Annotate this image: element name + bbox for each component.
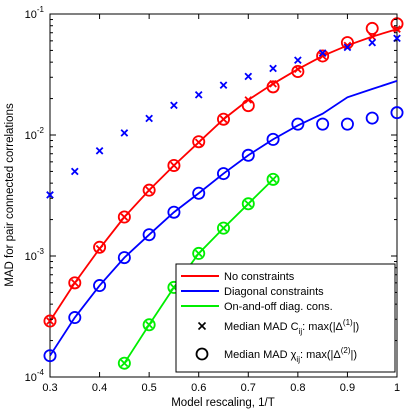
series-1-circle-marker: [216, 167, 230, 181]
series-2-x-marker: [194, 249, 203, 258]
series-1-x-marker: [294, 56, 302, 65]
series-1-circle-marker: [266, 132, 280, 146]
series-0-x-marker: [393, 25, 401, 33]
series-0-x-marker: [95, 244, 104, 253]
series-2-x-marker: [145, 320, 153, 329]
series-2-x-marker: [269, 175, 277, 184]
legend-box: [175, 263, 396, 373]
y-tick-label: 10-1: [25, 5, 45, 21]
x-tick-label: 0.5: [141, 382, 156, 394]
series-1-x-marker: [194, 90, 203, 99]
series-2-circle-marker: [241, 197, 255, 211]
series-0-x-marker: [219, 115, 228, 124]
series-1-x-marker: [120, 129, 129, 137]
series-1-x-marker: [70, 167, 79, 176]
series-1-circle-marker: [167, 205, 181, 219]
series-1-circle-marker: [142, 228, 156, 242]
series-1-circle-marker: [291, 117, 305, 131]
x-tick-label: 1: [394, 382, 400, 394]
series-1-x-marker: [145, 114, 153, 123]
series-2-circle-marker: [216, 221, 230, 235]
series-0-circle-marker: [93, 240, 107, 254]
x-tick-label: 0.4: [92, 382, 107, 394]
series-line-1: [49, 80, 398, 357]
series-0-circle-marker: [216, 112, 230, 126]
series-0-circle-marker: [167, 158, 181, 172]
series-0-x-marker: [318, 52, 327, 60]
x-axis-title: Model rescaling, 1/T: [171, 397, 275, 409]
series-0-circle-marker: [365, 21, 379, 35]
series-1-circle-marker: [340, 117, 354, 131]
y-axis-title: MAD for pair connected correlations: [4, 103, 16, 287]
series-2-circle-marker: [142, 318, 156, 332]
x-tick-label: 0.6: [191, 382, 206, 394]
series-0-x-marker: [145, 186, 153, 195]
y-tick-label: 10-4: [25, 368, 45, 384]
series-0-circle-marker: [68, 276, 82, 290]
series-0-x-marker: [170, 161, 178, 170]
series-0-x-marker: [368, 32, 377, 41]
legend-label-2: On-and-off diag. cons.: [224, 301, 333, 313]
series-1-circle-marker: [117, 251, 131, 265]
series-0-x-marker: [294, 65, 302, 74]
series-1-circle-marker: [316, 117, 330, 131]
series-1-x-marker: [170, 101, 178, 110]
series-1-x-marker: [219, 81, 228, 90]
series-1-circle-marker: [93, 279, 107, 293]
series-0-circle-marker: [142, 183, 156, 197]
series-0-circle-marker: [291, 64, 305, 78]
series-0-circle-marker: [117, 210, 131, 224]
series-1-x-marker: [343, 43, 352, 52]
series-2-circle-marker: [192, 246, 206, 260]
series-2-circle-marker: [117, 356, 131, 370]
legend-marker-label-1: Median MAD χij: max(|Δ(2)|): [224, 346, 357, 364]
series-0-x-marker: [343, 41, 352, 50]
series-1-circle-marker: [390, 106, 404, 120]
legend: No constraints Diagonal constraints On-and…: [175, 263, 396, 373]
series-0-circle-marker: [192, 135, 206, 149]
series-1-circle-marker: [365, 111, 379, 125]
series-1-circle-marker: [241, 148, 255, 162]
series-1-circle-marker: [192, 186, 206, 200]
series-1-x-marker: [244, 72, 253, 81]
y-tick-label: 10-2: [25, 126, 45, 142]
series-1-x-marker: [95, 146, 104, 155]
series-1-x-marker: [269, 64, 277, 73]
series-0-x-marker: [70, 279, 79, 287]
legend-label-1: Diagonal constraints: [224, 286, 324, 298]
y-tick-label: 10-3: [25, 247, 45, 263]
series-1-x-marker: [46, 191, 54, 199]
series-2-x-marker: [219, 224, 228, 232]
series-1-circle-marker: [43, 349, 57, 363]
series-0-x-marker: [194, 138, 203, 147]
series-0-circle-marker: [266, 80, 280, 94]
legend-marker-label-0: Median MAD Cij: max(|Δ(1)|): [224, 318, 359, 336]
series-1-x-marker: [318, 49, 327, 57]
series-layer: [43, 17, 404, 370]
series-0-x-marker: [120, 213, 129, 221]
x-tick-label: 0.7: [241, 382, 256, 394]
series-2-x-marker: [244, 199, 253, 208]
series-2-circle-marker: [266, 172, 280, 186]
legend-x-marker-icon: [197, 321, 207, 331]
axes-layer: 0.3 0.4 0.5 0.6 0.7 0.8 0.9 1 10-4 10-3 10-2 10-1: [25, 5, 400, 394]
x-tick-label: 0.9: [340, 382, 355, 394]
series-2-x-marker: [120, 359, 129, 368]
series-1-circle-marker: [68, 311, 82, 325]
x-tick-label: 0.8: [290, 382, 305, 394]
series-0-x-marker: [269, 79, 277, 88]
series-0-circle-marker: [43, 314, 57, 328]
series-1-x-marker: [368, 38, 377, 47]
legend-label-0: No constraints: [224, 271, 295, 283]
x-tick-label: 0.3: [42, 382, 57, 394]
series-0-x-marker: [244, 96, 253, 104]
series-0-circle-marker: [316, 49, 330, 63]
legend-circle-marker-icon: [195, 347, 209, 361]
